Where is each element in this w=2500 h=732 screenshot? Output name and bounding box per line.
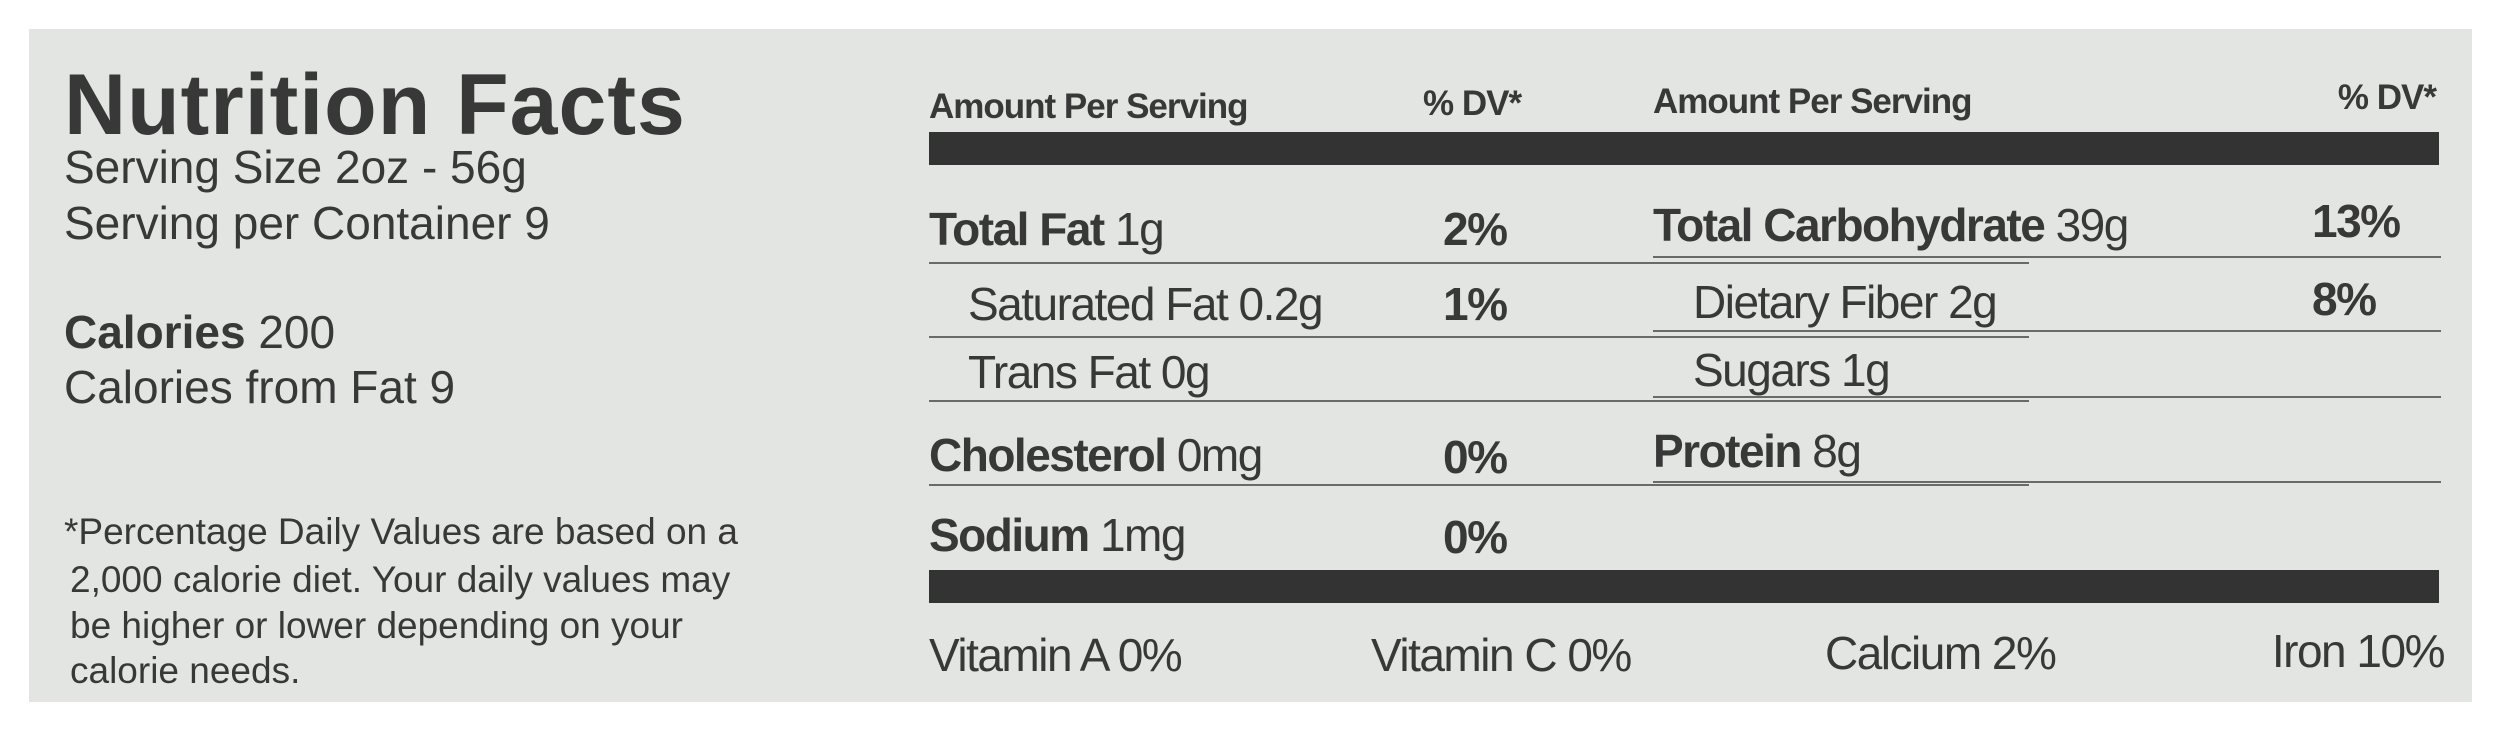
- nutrient-amount: 2g: [1948, 276, 1998, 328]
- row-protein: Protein 8g: [1653, 425, 1862, 477]
- nutrient-amount: 1mg: [1099, 509, 1186, 561]
- row-divider: [1653, 481, 2441, 483]
- calories-from-fat: Calories from Fat 9: [64, 361, 456, 413]
- thick-divider-top: [929, 132, 2439, 165]
- header-dv-left: % DV*: [1423, 84, 1522, 123]
- calcium: Calcium 2%: [1825, 627, 2057, 679]
- nutrient-amount: 0mg: [1176, 429, 1263, 481]
- dv-saturated-fat: 1%: [1443, 278, 1508, 330]
- nutrient-label: Saturated Fat: [968, 278, 1229, 330]
- dv-cholesterol: 0%: [1443, 431, 1508, 483]
- header-amount-left: Amount Per Serving: [929, 87, 1248, 126]
- row-divider: [1653, 396, 2441, 398]
- row-divider: [929, 336, 2029, 338]
- nutrient-label: Protein: [1653, 425, 1802, 477]
- row-total-fat: Total Fat 1g: [929, 203, 1165, 255]
- row-dietary-fiber: Dietary Fiber 2g: [1693, 276, 1998, 328]
- nutrient-amount: 1g: [1115, 203, 1165, 255]
- dv-total-fat: 2%: [1443, 203, 1508, 255]
- row-divider: [929, 484, 2029, 486]
- vitamin-c: Vitamin C 0%: [1371, 629, 1632, 681]
- nutrient-amount: 39g: [2055, 199, 2130, 251]
- row-total-carbohydrate: Total Carbohydrate 39g: [1653, 199, 2130, 251]
- row-divider: [929, 400, 2029, 402]
- dv-sodium: 0%: [1443, 511, 1508, 563]
- calories-label: Calories: [64, 306, 246, 358]
- footnote-line: be higher or lower depending on your: [70, 605, 683, 646]
- row-divider: [1653, 330, 2441, 332]
- nutrient-label: Dietary Fiber: [1693, 276, 1938, 328]
- dv-total-carbohydrate: 13%: [2312, 195, 2401, 247]
- vitamin-a: Vitamin A 0%: [929, 629, 1183, 681]
- footnote-line: calorie needs.: [70, 650, 301, 691]
- label-title: Nutrition Facts: [64, 57, 686, 153]
- calories: Calories 200: [64, 309, 335, 355]
- row-trans-fat: Trans Fat 0g: [968, 346, 1211, 398]
- iron: Iron 10%: [2271, 625, 2446, 677]
- footnote-line: 2,000 calorie diet. Your daily values ma…: [70, 559, 731, 600]
- nutrient-label: Sodium: [929, 509, 1090, 561]
- nutrient-amount: 8g: [1812, 425, 1862, 477]
- row-cholesterol: Cholesterol 0mg: [929, 429, 1263, 481]
- nutrient-label: Cholesterol: [929, 429, 1167, 481]
- footnote-line: *Percentage Daily Values are based on a: [64, 511, 738, 552]
- nutrient-amount: 0g: [1160, 346, 1211, 398]
- servings-per-container: Serving per Container 9: [64, 197, 550, 249]
- row-sodium: Sodium 1mg: [929, 509, 1186, 561]
- nutrient-label: Trans Fat: [968, 346, 1151, 398]
- row-divider: [929, 262, 2029, 264]
- nutrient-amount: 1g: [1841, 344, 1891, 396]
- nutrient-amount: 0.2g: [1238, 278, 1324, 330]
- calories-value: 200: [258, 306, 336, 358]
- nutrient-label: Sugars: [1693, 344, 1831, 396]
- header-amount-right: Amount Per Serving: [1653, 82, 1972, 121]
- serving-size: Serving Size 2oz - 56g: [64, 141, 527, 193]
- nutrient-label: Total Carbohydrate: [1653, 199, 2046, 251]
- header-dv-right: % DV*: [2337, 78, 2437, 117]
- dv-dietary-fiber: 8%: [2312, 273, 2377, 325]
- row-divider: [1653, 256, 2441, 258]
- row-saturated-fat: Saturated Fat 0.2g: [968, 278, 1324, 330]
- nutrient-label: Total Fat: [929, 203, 1105, 255]
- row-sugars: Sugars 1g: [1693, 344, 1891, 396]
- thick-divider-bottom: [929, 570, 2439, 603]
